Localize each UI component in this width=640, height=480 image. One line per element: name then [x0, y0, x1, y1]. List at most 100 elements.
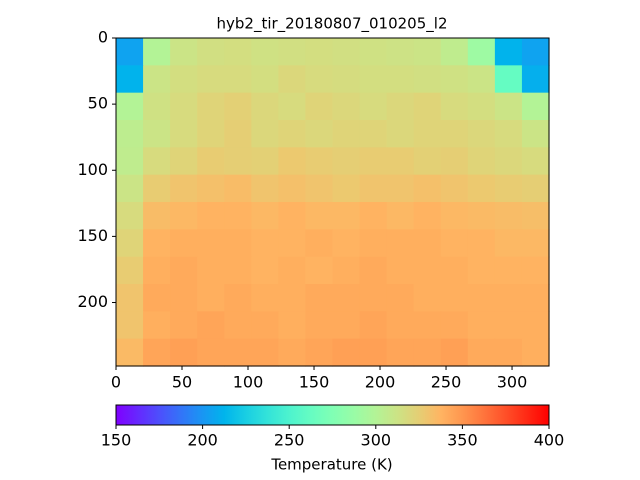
x-tick-label: 0: [111, 373, 121, 392]
heat-cell: [440, 256, 469, 285]
heat-cell: [521, 92, 550, 121]
heat-cell: [224, 174, 252, 203]
heat-cell: [305, 338, 334, 367]
x-tick-label: 100: [233, 373, 264, 392]
colorbar-tick-label: 350: [447, 431, 478, 450]
heat-cell: [386, 174, 415, 203]
heat-cell: [440, 202, 469, 230]
heat-cell: [224, 120, 252, 148]
heat-cell: [467, 174, 496, 203]
heat-cell: [359, 120, 388, 148]
heat-cell: [197, 311, 225, 340]
heat-cell: [521, 338, 550, 367]
heat-cell: [251, 256, 279, 285]
heat-cell: [413, 311, 442, 340]
heat-cell: [170, 338, 198, 367]
heat-cell: [440, 38, 469, 66]
heat-cell: [359, 174, 388, 203]
heat-cell: [197, 147, 225, 176]
heat-cell: [467, 38, 496, 66]
y-tick-label: 0: [98, 28, 108, 47]
heat-cell: [467, 65, 496, 94]
heat-cell: [359, 202, 388, 230]
heat-cell: [197, 284, 225, 312]
heat-cell: [386, 338, 415, 367]
heat-cell: [224, 338, 252, 367]
heat-cell: [197, 38, 225, 66]
heat-cell: [116, 284, 144, 312]
heat-cell: [359, 256, 388, 285]
heat-cell: [116, 147, 144, 176]
heat-cell: [494, 338, 523, 367]
heat-cell: [440, 284, 469, 312]
heat-cell: [116, 38, 144, 66]
heat-cell: [332, 311, 361, 340]
heat-cell: [413, 338, 442, 367]
colorbar: [115, 404, 550, 426]
y-tick-label: 200: [77, 292, 108, 311]
heat-cell: [197, 120, 225, 148]
heat-cell: [521, 174, 550, 203]
heat-cell: [197, 338, 225, 367]
heat-cell: [197, 229, 225, 258]
heat-cell: [116, 338, 144, 367]
heat-cell: [467, 92, 496, 121]
heat-cell: [494, 65, 523, 94]
heat-cell: [440, 338, 469, 367]
heat-cell: [467, 256, 496, 285]
heat-cell: [116, 229, 144, 258]
heat-cell: [494, 284, 523, 312]
heat-cell: [386, 120, 415, 148]
heat-cell: [386, 229, 415, 258]
heat-cell: [305, 202, 334, 230]
heat-cell: [224, 311, 252, 340]
heat-cell: [494, 120, 523, 148]
heat-cell: [386, 65, 415, 94]
heat-cell: [305, 38, 334, 66]
heat-cell: [251, 92, 279, 121]
heat-cell: [467, 229, 496, 258]
heat-cell: [440, 229, 469, 258]
heat-cell: [278, 311, 307, 340]
heat-cell: [359, 311, 388, 340]
heat-cell: [521, 120, 550, 148]
heat-cell: [251, 174, 279, 203]
heat-cell: [440, 311, 469, 340]
heat-cell: [413, 284, 442, 312]
heat-cell: [332, 338, 361, 367]
heat-cell: [143, 338, 171, 367]
heat-cell: [413, 229, 442, 258]
heat-cell: [413, 65, 442, 94]
heat-cell: [521, 38, 550, 66]
heat-cell: [332, 120, 361, 148]
heat-cell: [116, 120, 144, 148]
heat-cell: [332, 256, 361, 285]
heat-cell: [170, 229, 198, 258]
heat-cell: [224, 92, 252, 121]
heat-cell: [521, 147, 550, 176]
heat-cell: [494, 202, 523, 230]
colorbar-label: Temperature (K): [270, 456, 392, 474]
heat-cell: [116, 65, 144, 94]
heat-cell: [332, 174, 361, 203]
heat-cell: [224, 147, 252, 176]
heat-cell: [278, 92, 307, 121]
heat-cell: [143, 229, 171, 258]
x-tick-label: 50: [172, 373, 192, 392]
heat-cell: [251, 311, 279, 340]
heat-cell: [116, 92, 144, 121]
heat-cell: [332, 284, 361, 312]
heat-cell: [413, 147, 442, 176]
heat-cell: [278, 229, 307, 258]
heat-cell: [413, 256, 442, 285]
heat-cell: [224, 284, 252, 312]
heat-cell: [494, 147, 523, 176]
heat-cell: [251, 38, 279, 66]
heat-cell: [440, 147, 469, 176]
y-tick-label: 100: [77, 160, 108, 179]
heat-cell: [521, 202, 550, 230]
heat-cell: [386, 38, 415, 66]
heat-cell: [224, 38, 252, 66]
